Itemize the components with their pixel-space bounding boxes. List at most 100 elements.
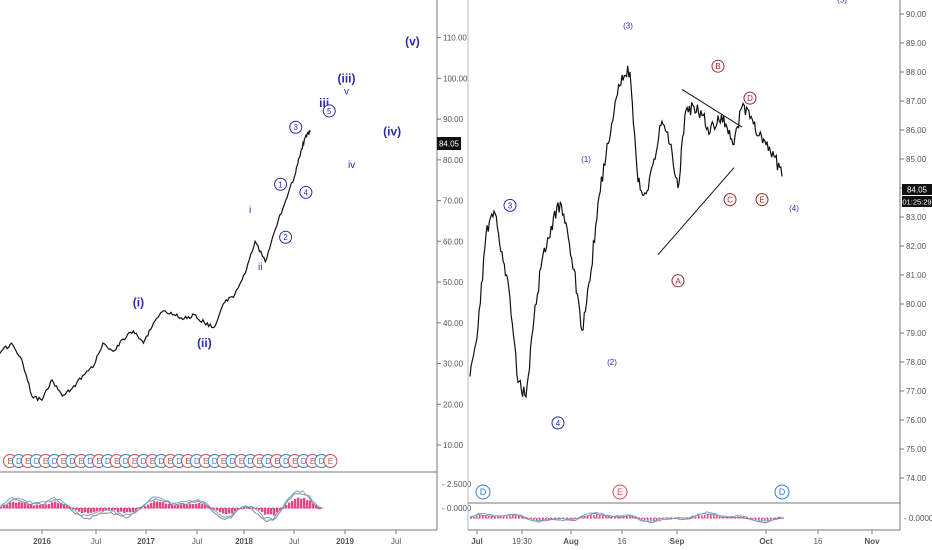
left-osc-histogram-bar <box>45 504 48 509</box>
left-event-marker-label: E <box>257 457 262 466</box>
left-circled-wave-label: 5 <box>327 107 332 116</box>
right-x-tick-label: Jul <box>471 537 483 546</box>
left-osc-histogram-bar <box>42 504 45 509</box>
left-osc-histogram-bar <box>144 506 147 509</box>
right-price-chart: 74.00 75.00 76.00 77.00 78.00 79.00 80.00 81.00… <box>467 0 932 546</box>
right-osc-histogram-bar <box>629 515 631 519</box>
right-osc-histogram-bar <box>755 518 757 521</box>
left-osc-histogram-bar <box>9 502 12 509</box>
left-osc-histogram-bar <box>36 504 39 509</box>
right-x-tick-label: 16 <box>618 537 627 546</box>
triangle-trendline[interactable] <box>681 88 743 128</box>
right-event-marker[interactable] <box>774 484 790 500</box>
right-osc-histogram-bar <box>617 516 619 519</box>
triangle-trendline[interactable] <box>657 167 735 256</box>
left-event-marker-label: E <box>185 457 190 466</box>
right-y-tick-label: 81.00 <box>906 271 927 280</box>
left-osc-histogram-bar <box>132 508 135 513</box>
left-osc-histogram-bar <box>177 504 180 509</box>
right-osc-histogram-bar <box>701 515 703 519</box>
left-osc-histogram-bar <box>138 507 141 509</box>
left-osc-histogram-bar <box>75 508 78 511</box>
right-wave-label: (5) <box>837 0 847 4</box>
left-osc-histogram-bar <box>60 502 63 509</box>
right-osc-histogram-bar <box>770 518 772 520</box>
left-circled-wave-marker <box>289 120 303 134</box>
left-x-tick-label: Jul <box>91 537 101 546</box>
right-circled-wave-labels: 3 4 A B C D E <box>503 59 769 430</box>
left-osc-histogram-bar <box>39 504 42 509</box>
left-osc-histogram-bar <box>12 501 15 509</box>
left-event-marker-label: E <box>150 457 155 466</box>
left-osc-histogram-bar <box>174 505 177 509</box>
left-circled-wave-marker <box>279 230 293 244</box>
right-x-tick-label: Oct <box>759 537 773 546</box>
left-y-tick-label: 10.00 <box>443 441 464 450</box>
right-price-axis[interactable]: 74.00 75.00 76.00 77.00 78.00 79.00 80.00 81.00… <box>900 10 927 483</box>
left-osc-histogram-bar <box>258 508 261 511</box>
left-event-marker-label: D <box>301 457 307 466</box>
left-price-badge-box <box>437 137 461 150</box>
left-event-marker-label: D <box>265 457 271 466</box>
left-osc-histogram-bar <box>3 505 6 509</box>
left-wave-label: iii <box>319 96 329 110</box>
right-osc-histogram-bar <box>488 515 490 519</box>
left-event-marker-label: E <box>203 457 208 466</box>
left-osc-histogram-bar <box>165 503 168 509</box>
left-x-tick-label: Jul <box>192 537 202 546</box>
right-osc-histogram-bar <box>506 516 508 519</box>
left-event-marker-label: E <box>96 457 101 466</box>
right-osc-histogram-bar <box>641 518 643 520</box>
right-osc-histogram-bar <box>752 518 754 520</box>
left-price-series[interactable] <box>0 130 312 402</box>
right-event-marker-label: E <box>617 487 623 497</box>
left-wave-label: (i) <box>133 295 144 309</box>
left-event-marker-label: D <box>52 457 58 466</box>
left-price-axis[interactable]: 10.00 20.00 30.00 40.00 50.00 60.00 70.00 80.00… <box>437 34 468 450</box>
right-time-axis[interactable]: Jul 19:30 Aug 16 Sep Oct 16 Nov <box>471 530 880 546</box>
left-osc-histogram-bar <box>171 504 174 509</box>
left-osc-histogram-bar <box>57 503 60 509</box>
right-osc-histogram-bar <box>599 514 601 519</box>
right-event-marker[interactable] <box>475 484 491 500</box>
left-osc-histogram-bar <box>93 508 96 512</box>
right-price-series[interactable] <box>469 65 783 399</box>
left-osc-histogram-bar <box>96 508 99 512</box>
left-x-tick-label: 2018 <box>235 537 253 546</box>
left-event-marker-label: D <box>34 457 40 466</box>
left-osc-histogram-bar <box>276 508 279 513</box>
right-osc-histogram-bar <box>713 514 715 519</box>
left-x-tick-label: 2017 <box>137 537 155 546</box>
left-osc-histogram-bar <box>183 503 186 509</box>
left-event-marker[interactable] <box>323 454 338 468</box>
left-osc-histogram-bar <box>291 500 294 509</box>
right-event-marker[interactable] <box>612 484 628 500</box>
left-price-chart: 10.00 20.00 30.00 40.00 50.00 60.00 70.00 80.00… <box>0 0 472 546</box>
right-osc-histogram-bar <box>650 518 652 521</box>
right-osc-histogram-bar <box>476 515 478 519</box>
left-event-marker-label: D <box>194 457 200 466</box>
left-osc-histogram-bar <box>306 500 309 509</box>
right-x-tick-label: 16 <box>814 537 823 546</box>
left-osc-histogram-bar <box>234 508 237 512</box>
right-osc-histogram-bar <box>494 516 496 519</box>
right-circled-wave-marker <box>755 193 769 207</box>
left-osc-histogram-bar <box>66 505 69 509</box>
right-osc-histogram-bar <box>536 518 538 521</box>
left-osc-histogram-bar <box>21 502 24 509</box>
right-osc-histogram-bar <box>749 518 751 519</box>
right-osc-histogram-bar <box>587 515 589 519</box>
left-event-marker-label: E <box>79 457 84 466</box>
left-x-tick-label: Jul <box>391 537 401 546</box>
right-circled-wave-label: 3 <box>508 201 513 210</box>
right-x-tick-label: 19:30 <box>512 537 533 546</box>
right-x-tick-label: Sep <box>670 537 685 546</box>
left-osc-histogram-bar <box>213 508 216 510</box>
left-osc-main-line <box>0 490 322 521</box>
left-time-axis[interactable]: 2016 Jul 2017 Jul 2018 Jul 2019 Jul <box>33 530 401 546</box>
left-event-marker-label: D <box>319 457 325 466</box>
right-osc-histogram-bar <box>620 516 622 519</box>
left-osc-histogram-bar <box>51 502 54 509</box>
right-osc-histogram-bar <box>566 518 568 520</box>
